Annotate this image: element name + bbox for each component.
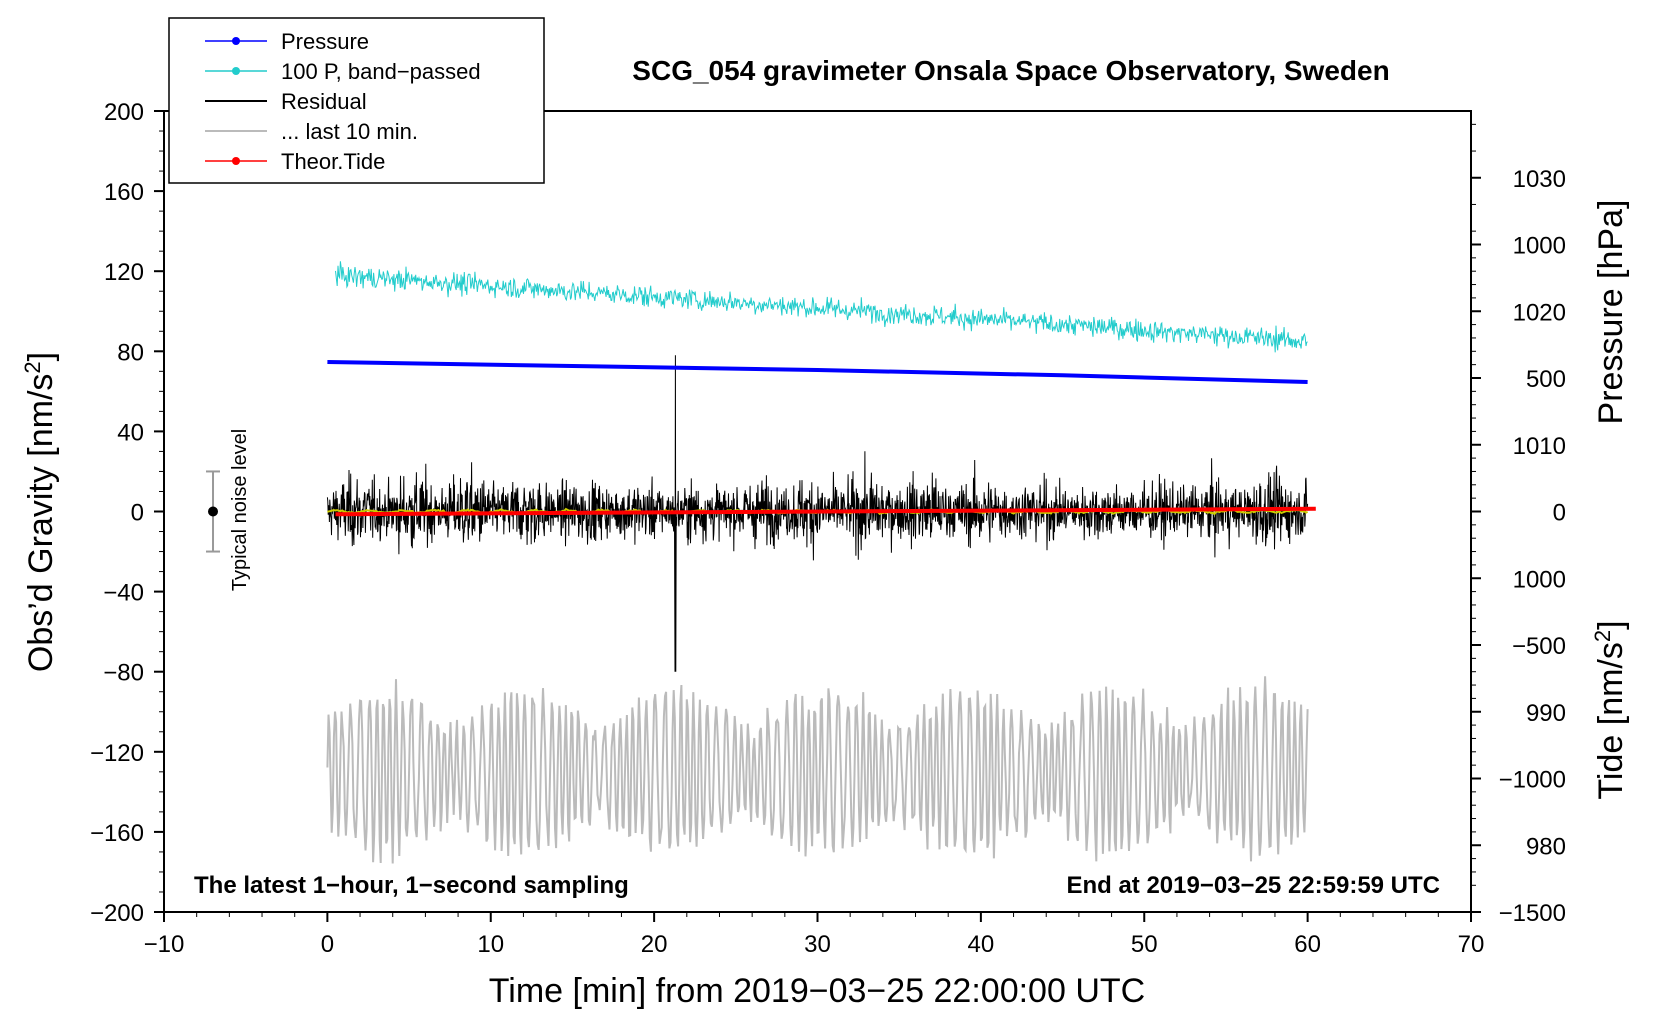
tide-tick-label: −500: [1512, 633, 1566, 660]
legend-item-last10: ... last 10 min.: [205, 119, 418, 144]
legend-marker-pressure: [232, 37, 240, 45]
x-tick-label: 70: [1458, 931, 1485, 958]
tide-tick-label: −1000: [1499, 767, 1566, 794]
x-tick-label: 40: [968, 931, 995, 958]
legend-item-residual: Residual: [205, 89, 367, 114]
pressure-tick-label: 1010: [1513, 433, 1566, 460]
last10-series: [326, 676, 1309, 864]
legend-marker-tide: [232, 157, 240, 165]
x-tick-label: 30: [804, 931, 831, 958]
pressure-tick-label: 1000: [1513, 566, 1566, 593]
tide-axis-label: Tide [nm/s2]: [1590, 620, 1630, 799]
legend-label-bandpassed: 100 P, band−passed: [281, 59, 481, 84]
bandpassed-line: [335, 261, 1308, 353]
pressure-line: [327, 360, 1308, 384]
legend-label-last10: ... last 10 min.: [281, 119, 418, 144]
tide-series: [335, 506, 1316, 517]
legend-item-pressure: Pressure: [205, 29, 369, 54]
noise-label: Typical noise level: [229, 429, 251, 591]
x-tick-label: 10: [477, 931, 504, 958]
y-tick-label: 0: [131, 500, 144, 527]
pressure-tick-label: 980: [1526, 833, 1566, 860]
last10-line: [326, 676, 1309, 864]
y-tick-label: −40: [103, 580, 144, 607]
x-axis-label: Time [min] from 2019−03−25 22:00:00 UTC: [489, 972, 1145, 1010]
x-tick-label: 20: [641, 931, 668, 958]
y-tick-label: 160: [104, 179, 144, 206]
x-tick-label: 50: [1131, 931, 1158, 958]
chart-title: SCG_054 gravimeter Onsala Space Observat…: [632, 55, 1389, 86]
legend-item-bandpassed: 100 P, band−passed: [205, 59, 481, 84]
legend: Pressure 100 P, band−passed Residual ...…: [168, 17, 545, 184]
residual-series: [326, 355, 1309, 672]
y-tick-label: −200: [90, 900, 144, 927]
tide-axis-ticks: 1000 500 0 −500 −1000 −1500: [1471, 233, 1566, 927]
y-tick-label: 200: [104, 99, 144, 126]
pressure-axis-label: Pressure [hPa]: [1592, 200, 1630, 425]
x-axis-ticks: −10 0 10 20 30 40 50 60 70: [144, 912, 1485, 958]
legend-marker-bandpassed: [232, 67, 240, 75]
pressure-series: [327, 360, 1308, 384]
y-tick-label: −160: [90, 820, 144, 847]
y-axis-label: Obs’d Gravity [nm/s2]: [20, 352, 60, 672]
x-tick-label: 60: [1294, 931, 1321, 958]
noise-indicator: Typical noise level: [206, 429, 251, 591]
residual-line: [326, 355, 1309, 672]
legend-label-pressure: Pressure: [281, 29, 369, 54]
x-tick-label: −10: [144, 931, 185, 958]
tide-tick-label: 1000: [1513, 233, 1566, 260]
legend-item-tide: Theor.Tide: [205, 149, 385, 174]
legend-label-tide: Theor.Tide: [281, 149, 385, 174]
pressure-tick-label: 990: [1526, 700, 1566, 727]
y-axis-ticks: 200 160 120 80 40 0 −40 −80 −120 −160 −200: [90, 99, 164, 927]
pressure-axis-ticks: 1030 1020 1010 1000 990 980: [1471, 123, 1566, 873]
tide-line: [335, 506, 1316, 517]
bandpassed-series: [335, 261, 1308, 353]
y-tick-label: 120: [104, 259, 144, 286]
tide-tick-label: −1500: [1499, 900, 1566, 927]
y-tick-label: −120: [90, 740, 144, 767]
tide-tick-label: 500: [1526, 366, 1566, 393]
y-tick-label: 80: [117, 339, 144, 366]
tide-tick-label: 0: [1553, 500, 1566, 527]
noise-dot: [208, 506, 219, 517]
pressure-tick-label: 1020: [1513, 299, 1566, 326]
y-tick-label: −80: [103, 660, 144, 687]
annotation-right: End at 2019−03−25 22:59:59 UTC: [1066, 872, 1440, 899]
legend-label-residual: Residual: [281, 89, 367, 114]
y-tick-label: 40: [117, 419, 144, 446]
pressure-tick-label: 1030: [1513, 166, 1566, 193]
annotation-left: The latest 1−hour, 1−second sampling: [194, 872, 629, 899]
x-tick-label: 0: [321, 931, 334, 958]
